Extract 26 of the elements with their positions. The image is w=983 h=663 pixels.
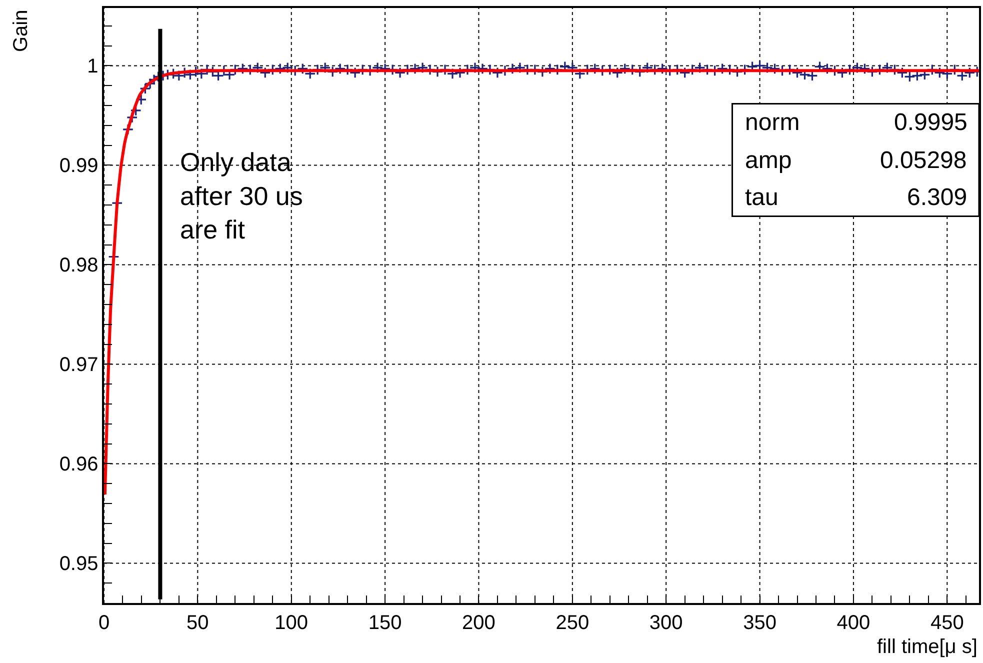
y-tick-label: 0.98: [59, 254, 98, 277]
x-tick-label: 50: [186, 612, 209, 634]
x-tick-label: 350: [743, 612, 776, 634]
y-tick-label: 0.95: [59, 553, 98, 576]
x-tick-label: 300: [649, 612, 683, 634]
y-tick-label: 0.99: [59, 155, 98, 178]
x-tick-label: 100: [274, 612, 308, 634]
annotation: 0.9995: [894, 109, 968, 136]
annotation: Only data after 30 us are fit: [180, 147, 303, 245]
x-tick-label: 150: [368, 612, 402, 634]
x-tick-label: 200: [462, 612, 496, 634]
annotation: 6.309: [907, 184, 968, 211]
y-tick-label: 0.96: [59, 454, 98, 476]
x-tick-label: 250: [556, 612, 590, 634]
y-tick-label: 0.97: [59, 354, 98, 376]
x-axis-title: fill time[μ s]: [877, 636, 978, 658]
x-tick-label: 450: [930, 612, 964, 634]
y-tick-label: 1: [87, 56, 98, 78]
y-axis-title: Gain: [10, 10, 32, 52]
x-tick-label: 0: [98, 612, 110, 634]
annotation: norm: [745, 109, 800, 136]
annotation: amp: [745, 147, 792, 174]
annotation: tau: [745, 184, 778, 211]
line-series: [104, 69, 979, 496]
x-tick-label: 400: [836, 612, 870, 634]
annotation: 0.05298: [880, 147, 967, 174]
